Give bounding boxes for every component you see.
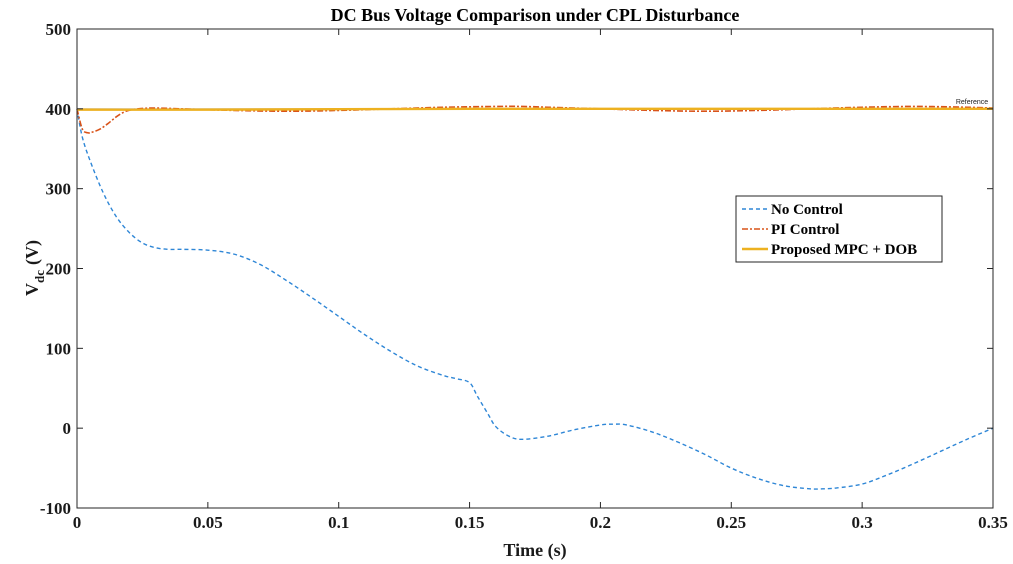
y-axis-label-unit: (V): [22, 240, 43, 265]
y-tick-label: 100: [46, 339, 72, 358]
y-tick-label: 500: [46, 20, 72, 39]
y-axis-ticks: -100 0 100 200 300 400 500: [40, 20, 993, 518]
x-axis-label: Time (s): [503, 540, 566, 561]
y-tick-label: 300: [46, 180, 72, 199]
plot-area: [77, 29, 993, 508]
y-tick-label: 400: [46, 100, 72, 119]
legend-box: [735, 195, 943, 263]
legend-label-no-control: No Control: [771, 202, 843, 218]
chart-title: DC Bus Voltage Comparison under CPL Dist…: [331, 5, 740, 25]
legend-label-mpc-dob: Proposed MPC + DOB: [771, 242, 917, 258]
y-axis-label-sub: dc: [32, 270, 47, 283]
x-tick-label: 0.2: [590, 513, 611, 532]
plot-frame: [76, 28, 994, 509]
legend-label-pi-control: PI Control: [771, 222, 839, 238]
x-tick-label: 0.3: [852, 513, 873, 532]
series-layer: [76, 105, 994, 490]
x-tick-label: 0.25: [716, 513, 746, 532]
y-axis-label: Vdc (V): [22, 240, 47, 296]
y-tick-label: 0: [63, 419, 72, 438]
series-line-proposed-mpc-dob: [76, 107, 993, 111]
reference-annotation: Reference: [956, 99, 988, 106]
y-tick-label: -100: [40, 499, 71, 518]
x-tick-label: 0.35: [978, 513, 1008, 532]
x-tick-label: 0: [73, 513, 82, 532]
x-axis-ticks: 0 0.05 0.1 0.15 0.2 0.25 0.3 0.35: [73, 29, 1008, 532]
x-tick-label: 0.05: [193, 513, 223, 532]
legend: No Control PI Control Proposed MPC + DOB: [735, 195, 943, 263]
series-line-no-control: [76, 108, 994, 490]
y-tick-label: 200: [46, 260, 72, 279]
y-axis-label-main: V: [22, 283, 42, 296]
x-tick-label: 0.1: [328, 513, 349, 532]
x-tick-label: 0.15: [455, 513, 485, 532]
